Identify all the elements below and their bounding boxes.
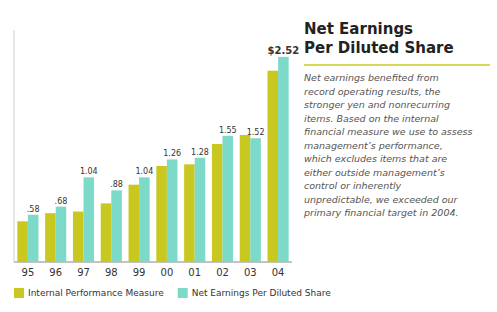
annotation: Net earnings benefited fromrecord operat…: [303, 72, 473, 218]
data-label: 1.52: [247, 128, 265, 137]
x-tick-label: 04: [272, 267, 285, 278]
x-tick-label: 99: [133, 267, 146, 278]
bar: [278, 57, 289, 262]
bar: [73, 212, 84, 262]
bar: [17, 221, 28, 262]
data-label: 1.55: [219, 126, 237, 135]
legend-label: Internal Performance Measure: [28, 288, 164, 298]
bar: [56, 207, 67, 262]
bar: [139, 177, 150, 262]
bar: [240, 135, 251, 262]
x-tick-label: 96: [49, 267, 62, 278]
bar: [184, 164, 195, 262]
bars: [17, 57, 288, 262]
x-tick-label: 95: [22, 267, 35, 278]
legend: Internal Performance Measure Net Earnings…: [14, 288, 331, 298]
x-tick-label: 98: [105, 267, 118, 278]
legend-swatch: [178, 288, 188, 298]
bar: [212, 144, 223, 262]
data-label: $2.52: [268, 45, 300, 56]
bar: [167, 159, 178, 262]
data-label: 1.04: [135, 167, 153, 176]
data-label: 1.26: [163, 149, 181, 158]
bar: [45, 213, 56, 262]
bar: [111, 190, 122, 262]
bar: [268, 71, 279, 262]
bar: [195, 158, 206, 262]
x-tick-label: 97: [77, 267, 90, 278]
y-axis-line: [14, 30, 15, 262]
chart: .58 .68 1.04 .88 1.04 1.26 1.28 1.55 1.52 $2.52 95…: [0, 0, 497, 312]
x-tick-label: 00: [161, 267, 174, 278]
bar: [223, 136, 234, 262]
x-tick-label: 02: [216, 267, 229, 278]
x-tick-label: 03: [244, 267, 257, 278]
title: Net EarningsPer Diluted Share: [304, 20, 454, 57]
data-label: 1.28: [191, 148, 209, 157]
x-tick-label: 01: [188, 267, 201, 278]
bar: [101, 203, 112, 262]
bar: [156, 166, 167, 262]
bar: [84, 177, 95, 262]
data-label: .68: [55, 197, 68, 206]
legend-swatch: [14, 288, 24, 298]
bar: [28, 215, 39, 262]
bar: [129, 185, 140, 262]
data-label: .88: [110, 180, 123, 189]
separator: [304, 64, 490, 66]
bar: [250, 138, 261, 262]
data-label: .58: [27, 205, 40, 214]
data-label: 1.04: [80, 167, 98, 176]
legend-label: Net Earnings Per Diluted Share: [192, 288, 331, 298]
